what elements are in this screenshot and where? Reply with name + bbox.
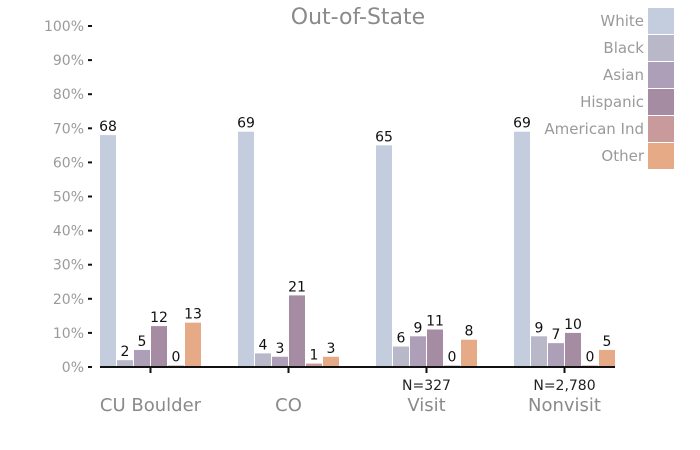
bar <box>565 332 581 367</box>
bar <box>410 336 426 367</box>
bar <box>376 145 392 367</box>
bar <box>427 329 443 367</box>
bar <box>548 343 564 367</box>
y-tick-label: 60% <box>53 155 84 171</box>
x-tick-label: CU Boulder <box>100 395 202 416</box>
y-tick-label: 30% <box>53 258 84 274</box>
y-tick-label: 0% <box>62 360 84 376</box>
bar-value-label: 6 <box>397 331 406 347</box>
bar-value-label: 12 <box>150 310 168 326</box>
bar-value-label: 7 <box>552 327 561 343</box>
legend-label: Asian <box>603 66 644 84</box>
bar <box>306 363 322 367</box>
bar-value-label: 69 <box>513 116 531 132</box>
legend-swatch <box>648 35 674 61</box>
chart-title: Out-of-State <box>291 5 425 30</box>
bar <box>134 349 150 367</box>
y-tick-label: 90% <box>53 53 84 69</box>
bars-layer <box>100 131 615 367</box>
y-tick-label: 80% <box>53 87 84 103</box>
bar-value-label: 5 <box>603 334 612 350</box>
bar <box>531 336 547 367</box>
legend-label: American Ind <box>544 120 644 138</box>
category-note: N=327 <box>402 378 451 394</box>
bar <box>461 339 477 367</box>
y-tick-label: 20% <box>53 292 84 308</box>
bar <box>393 346 409 367</box>
legend-swatch <box>648 62 674 88</box>
bar <box>255 353 271 367</box>
y-tick-label: 70% <box>53 121 84 137</box>
bar-value-label: 8 <box>465 324 474 340</box>
bar-value-label: 5 <box>138 334 147 350</box>
bar <box>100 135 116 367</box>
y-tick-label: 100% <box>44 19 84 35</box>
bar-value-label: 68 <box>99 119 117 135</box>
y-tick-label: 40% <box>53 224 84 240</box>
bar-value-label: 65 <box>375 129 393 145</box>
bar <box>151 326 167 367</box>
bar <box>117 360 133 367</box>
legend-swatch <box>648 89 674 115</box>
bar-value-label: 0 <box>172 350 181 366</box>
bar-value-label: 3 <box>276 341 285 357</box>
legend-label: White <box>600 12 644 30</box>
legend: White Black Asian Hispanic American Ind Other <box>544 8 674 169</box>
bar-value-label: 13 <box>184 307 202 323</box>
y-axis: 0% 10% 20% 30% 40% 50% 60% 70% 80% 90% 100% <box>44 19 92 376</box>
legend-label: Black <box>603 39 644 57</box>
legend-swatch <box>648 116 674 142</box>
bar-value-label: 3 <box>327 341 336 357</box>
bar-value-label: 0 <box>586 350 595 366</box>
category-note: N=2,780 <box>533 378 595 394</box>
bar <box>599 349 615 367</box>
y-tick-label: 10% <box>53 326 84 342</box>
legend-label: Hispanic <box>580 93 644 111</box>
bar-value-label: 11 <box>426 313 444 329</box>
bar <box>289 295 305 367</box>
bar-value-label: 1 <box>310 348 319 364</box>
bar-value-label: 0 <box>448 350 457 366</box>
bar <box>514 131 530 367</box>
bar-value-label: 21 <box>288 279 306 295</box>
y-tick-label: 50% <box>53 190 84 206</box>
legend-label: Other <box>601 147 644 165</box>
bar-value-label: 10 <box>564 317 582 333</box>
bar <box>185 322 201 367</box>
x-tick-label: Visit <box>407 395 445 416</box>
bar-value-label: 69 <box>237 116 255 132</box>
x-tick-label: CO <box>275 395 302 416</box>
bar-value-label: 2 <box>121 344 130 360</box>
legend-swatch <box>648 143 674 169</box>
bar-value-label: 9 <box>535 320 544 336</box>
legend-swatch <box>648 8 674 34</box>
bar <box>238 131 254 367</box>
bar <box>323 356 339 367</box>
bar-value-label: 4 <box>259 337 268 353</box>
bar-value-label: 9 <box>414 320 423 336</box>
bar <box>272 356 288 367</box>
x-tick-label: Nonvisit <box>528 395 601 416</box>
